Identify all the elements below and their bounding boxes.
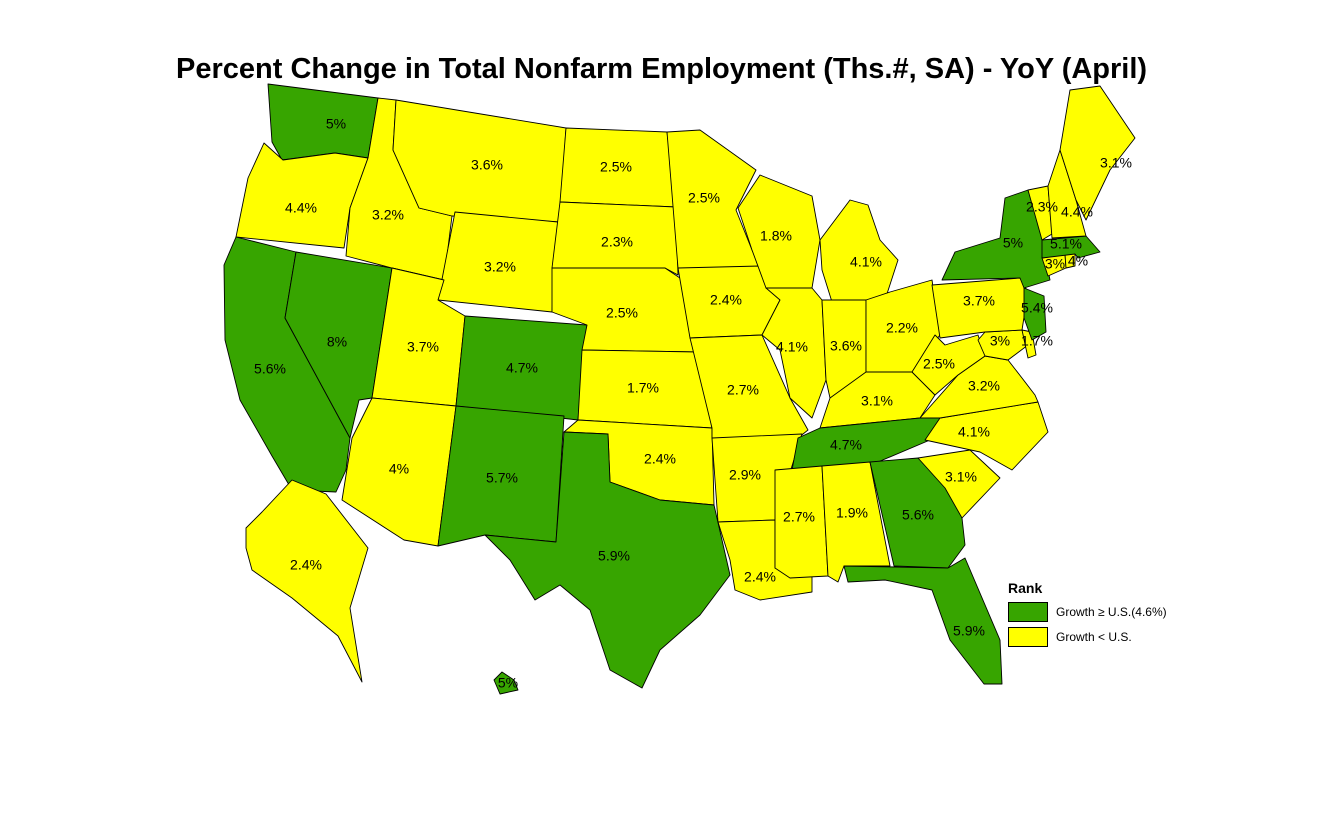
- legend-item-above: Growth ≥ U.S.(4.6%): [1008, 602, 1167, 622]
- state-label-wv: 2.5%: [923, 356, 955, 372]
- state-ak: [245, 479, 369, 683]
- state-mo: [689, 334, 809, 439]
- state-label-co: 4.7%: [506, 360, 538, 376]
- state-label-ne: 2.5%: [606, 305, 638, 321]
- state-label-or: 4.4%: [285, 200, 317, 216]
- state-label-fl: 5.9%: [953, 623, 985, 639]
- state-tx: [484, 431, 731, 689]
- state-me: [1059, 85, 1136, 221]
- state-label-sc: 3.1%: [945, 469, 977, 485]
- state-hi: [493, 671, 519, 695]
- labels-layer: 5% 4.4% 5.6% 8% 3.2% 3.6% 3.2% 3.7% 4% 4.7% 5.7% 2.…: [254, 116, 1132, 691]
- legend-item-below: Growth < U.S.: [1008, 627, 1167, 647]
- state-label-az: 4%: [389, 461, 409, 477]
- state-label-nd: 2.5%: [600, 159, 632, 175]
- state-mi: [819, 199, 899, 303]
- state-sc: [917, 449, 1001, 519]
- state-label-ri: 4%: [1068, 253, 1088, 269]
- state-label-ar: 2.9%: [729, 467, 761, 483]
- state-label-tn: 4.7%: [830, 437, 862, 453]
- state-label-mn: 2.5%: [688, 190, 720, 206]
- state-label-ms: 2.7%: [783, 509, 815, 525]
- state-label-mi: 4.1%: [850, 254, 882, 270]
- state-label-ks: 1.7%: [627, 380, 659, 396]
- state-label-nj: 5.4%: [1021, 300, 1053, 316]
- state-sd: [551, 201, 679, 276]
- state-label-ok: 2.4%: [644, 451, 676, 467]
- state-label-ia: 2.4%: [710, 292, 742, 308]
- state-label-md: 3%: [990, 333, 1010, 349]
- map-title: Percent Change in Total Nonfarm Employme…: [176, 53, 1148, 85]
- state-label-nm: 5.7%: [486, 470, 518, 486]
- state-wa: [267, 83, 379, 161]
- state-label-de: 1.7%: [1021, 333, 1053, 349]
- state-label-vt: 2.3%: [1026, 199, 1058, 215]
- state-nh: [1047, 149, 1087, 239]
- state-label-pa: 3.7%: [963, 293, 995, 309]
- legend-swatch-below: [1008, 627, 1048, 647]
- state-label-va: 3.2%: [968, 378, 1000, 394]
- legend-label-below: Growth < U.S.: [1056, 630, 1132, 644]
- state-label-al: 1.9%: [836, 505, 868, 521]
- state-label-wy: 3.2%: [484, 259, 516, 275]
- state-label-il: 4.1%: [776, 339, 808, 355]
- state-label-ak: 2.4%: [290, 557, 322, 573]
- state-wi: [737, 174, 821, 289]
- state-label-nc: 4.1%: [958, 424, 990, 440]
- state-label-ga: 5.6%: [902, 507, 934, 523]
- state-label-sd: 2.3%: [601, 234, 633, 250]
- state-fl: [843, 557, 1003, 685]
- state-label-oh: 2.2%: [886, 320, 918, 336]
- state-label-mo: 2.7%: [727, 382, 759, 398]
- state-label-tx: 5.9%: [598, 548, 630, 564]
- state-nj: [1023, 287, 1047, 341]
- state-label-ma: 5.1%: [1050, 236, 1082, 252]
- state-label-ut: 3.7%: [407, 339, 439, 355]
- state-il: [761, 287, 827, 419]
- state-label-id: 3.2%: [372, 207, 404, 223]
- state-label-ny: 5%: [1003, 235, 1023, 251]
- state-ms: [774, 465, 829, 579]
- legend-title: Rank: [1008, 580, 1043, 596]
- state-label-me: 3.1%: [1100, 155, 1132, 171]
- legend-label-above: Growth ≥ U.S.(4.6%): [1056, 605, 1167, 619]
- state-label-la: 2.4%: [744, 569, 776, 585]
- legend-swatch-above: [1008, 602, 1048, 622]
- state-label-nh: 4.4%: [1061, 204, 1093, 220]
- states-layer: [223, 83, 1136, 695]
- state-label-nv: 8%: [327, 334, 347, 350]
- state-label-hi: 5%: [498, 675, 518, 691]
- state-label-ct: 3%: [1045, 256, 1065, 272]
- state-label-wa: 5%: [326, 116, 346, 132]
- state-label-ca: 5.6%: [254, 361, 286, 377]
- state-label-in: 3.6%: [830, 338, 862, 354]
- legend: Rank Growth ≥ U.S.(4.6%) Growth < U.S.: [1008, 580, 1167, 652]
- state-label-mt: 3.6%: [471, 157, 503, 173]
- state-label-wi: 1.8%: [760, 228, 792, 244]
- state-label-ky: 3.1%: [861, 393, 893, 409]
